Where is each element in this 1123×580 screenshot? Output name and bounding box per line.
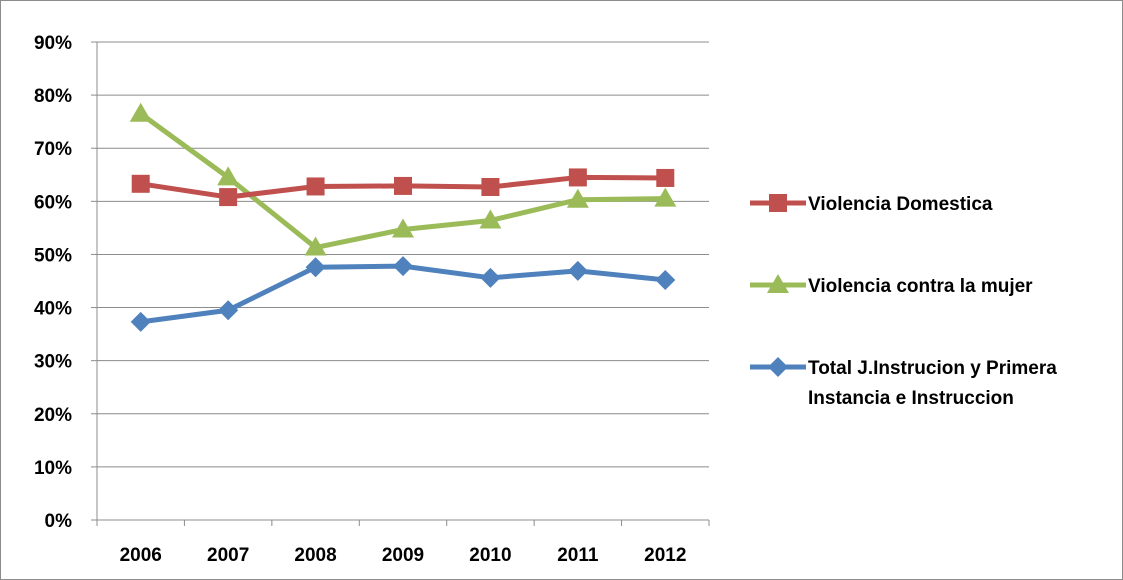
- legend-label: Violencia Domestica: [808, 194, 993, 215]
- marker-diamond: [393, 256, 413, 277]
- legend-label: Instancia e Instruccion: [808, 388, 1014, 409]
- y-tick-label: 30%: [34, 352, 72, 373]
- axes: 0% 10% 20% 30% 40% 50% 60% 70% 80% 90% 2006 2007 200…: [34, 33, 710, 566]
- series: [129, 102, 677, 332]
- marker-square: [769, 194, 787, 212]
- y-tick-label: 40%: [34, 299, 72, 320]
- marker-square: [656, 168, 675, 187]
- marker-diamond: [130, 311, 151, 332]
- marker-square: [131, 174, 150, 193]
- legend: Violencia Domestica Violencia contra la m…: [750, 194, 1057, 409]
- marker-square: [568, 168, 587, 187]
- x-tick-label: 2009: [382, 545, 424, 566]
- y-tick-label: 90%: [34, 33, 72, 54]
- x-tick-label: 2008: [294, 545, 336, 566]
- marker-triangle: [479, 209, 502, 229]
- legend-label: Total J.Instrucion y Primera: [808, 358, 1057, 379]
- gridlines: [97, 41, 709, 468]
- y-tick-label: 20%: [34, 405, 72, 426]
- marker-square: [306, 177, 325, 196]
- legend-entry: Total J.Instrucion y Primera Instancia e …: [750, 357, 1057, 409]
- marker-square: [394, 176, 412, 195]
- y-tick-label: 60%: [34, 192, 72, 213]
- marker-triangle: [304, 236, 327, 256]
- series-diamond: [130, 256, 676, 332]
- x-tick-label: 2010: [469, 545, 511, 566]
- y-tick-label: 0%: [45, 511, 73, 532]
- marker-diamond: [567, 260, 588, 281]
- marker-square: [219, 188, 238, 207]
- y-tick-label: 50%: [34, 245, 72, 266]
- marker-triangle: [392, 218, 414, 238]
- marker-diamond: [218, 300, 239, 321]
- legend-label: Violencia contra la mujer: [808, 276, 1033, 297]
- marker-triangle: [566, 188, 589, 208]
- marker-triangle: [767, 274, 789, 293]
- series-triangle: [129, 102, 677, 256]
- marker-diamond: [655, 269, 676, 290]
- legend-entry: Violencia Domestica: [750, 194, 993, 215]
- marker-triangle: [129, 102, 152, 122]
- x-tick-label: 2011: [557, 545, 599, 566]
- legend-entry: Violencia contra la mujer: [750, 274, 1033, 297]
- marker-diamond: [480, 267, 501, 288]
- x-tick-label: 2012: [644, 545, 686, 566]
- marker-triangle: [654, 187, 677, 207]
- series-square: [131, 168, 675, 207]
- x-tick-label: 2007: [207, 545, 249, 566]
- marker-diamond: [768, 357, 788, 377]
- marker-triangle: [217, 166, 240, 186]
- y-tick-label: 80%: [34, 86, 72, 107]
- marker-square: [481, 177, 500, 196]
- y-tick-label: 70%: [34, 139, 72, 160]
- marker-diamond: [305, 257, 326, 278]
- x-tick-label: 2006: [120, 545, 162, 566]
- y-tick-label: 10%: [34, 458, 72, 479]
